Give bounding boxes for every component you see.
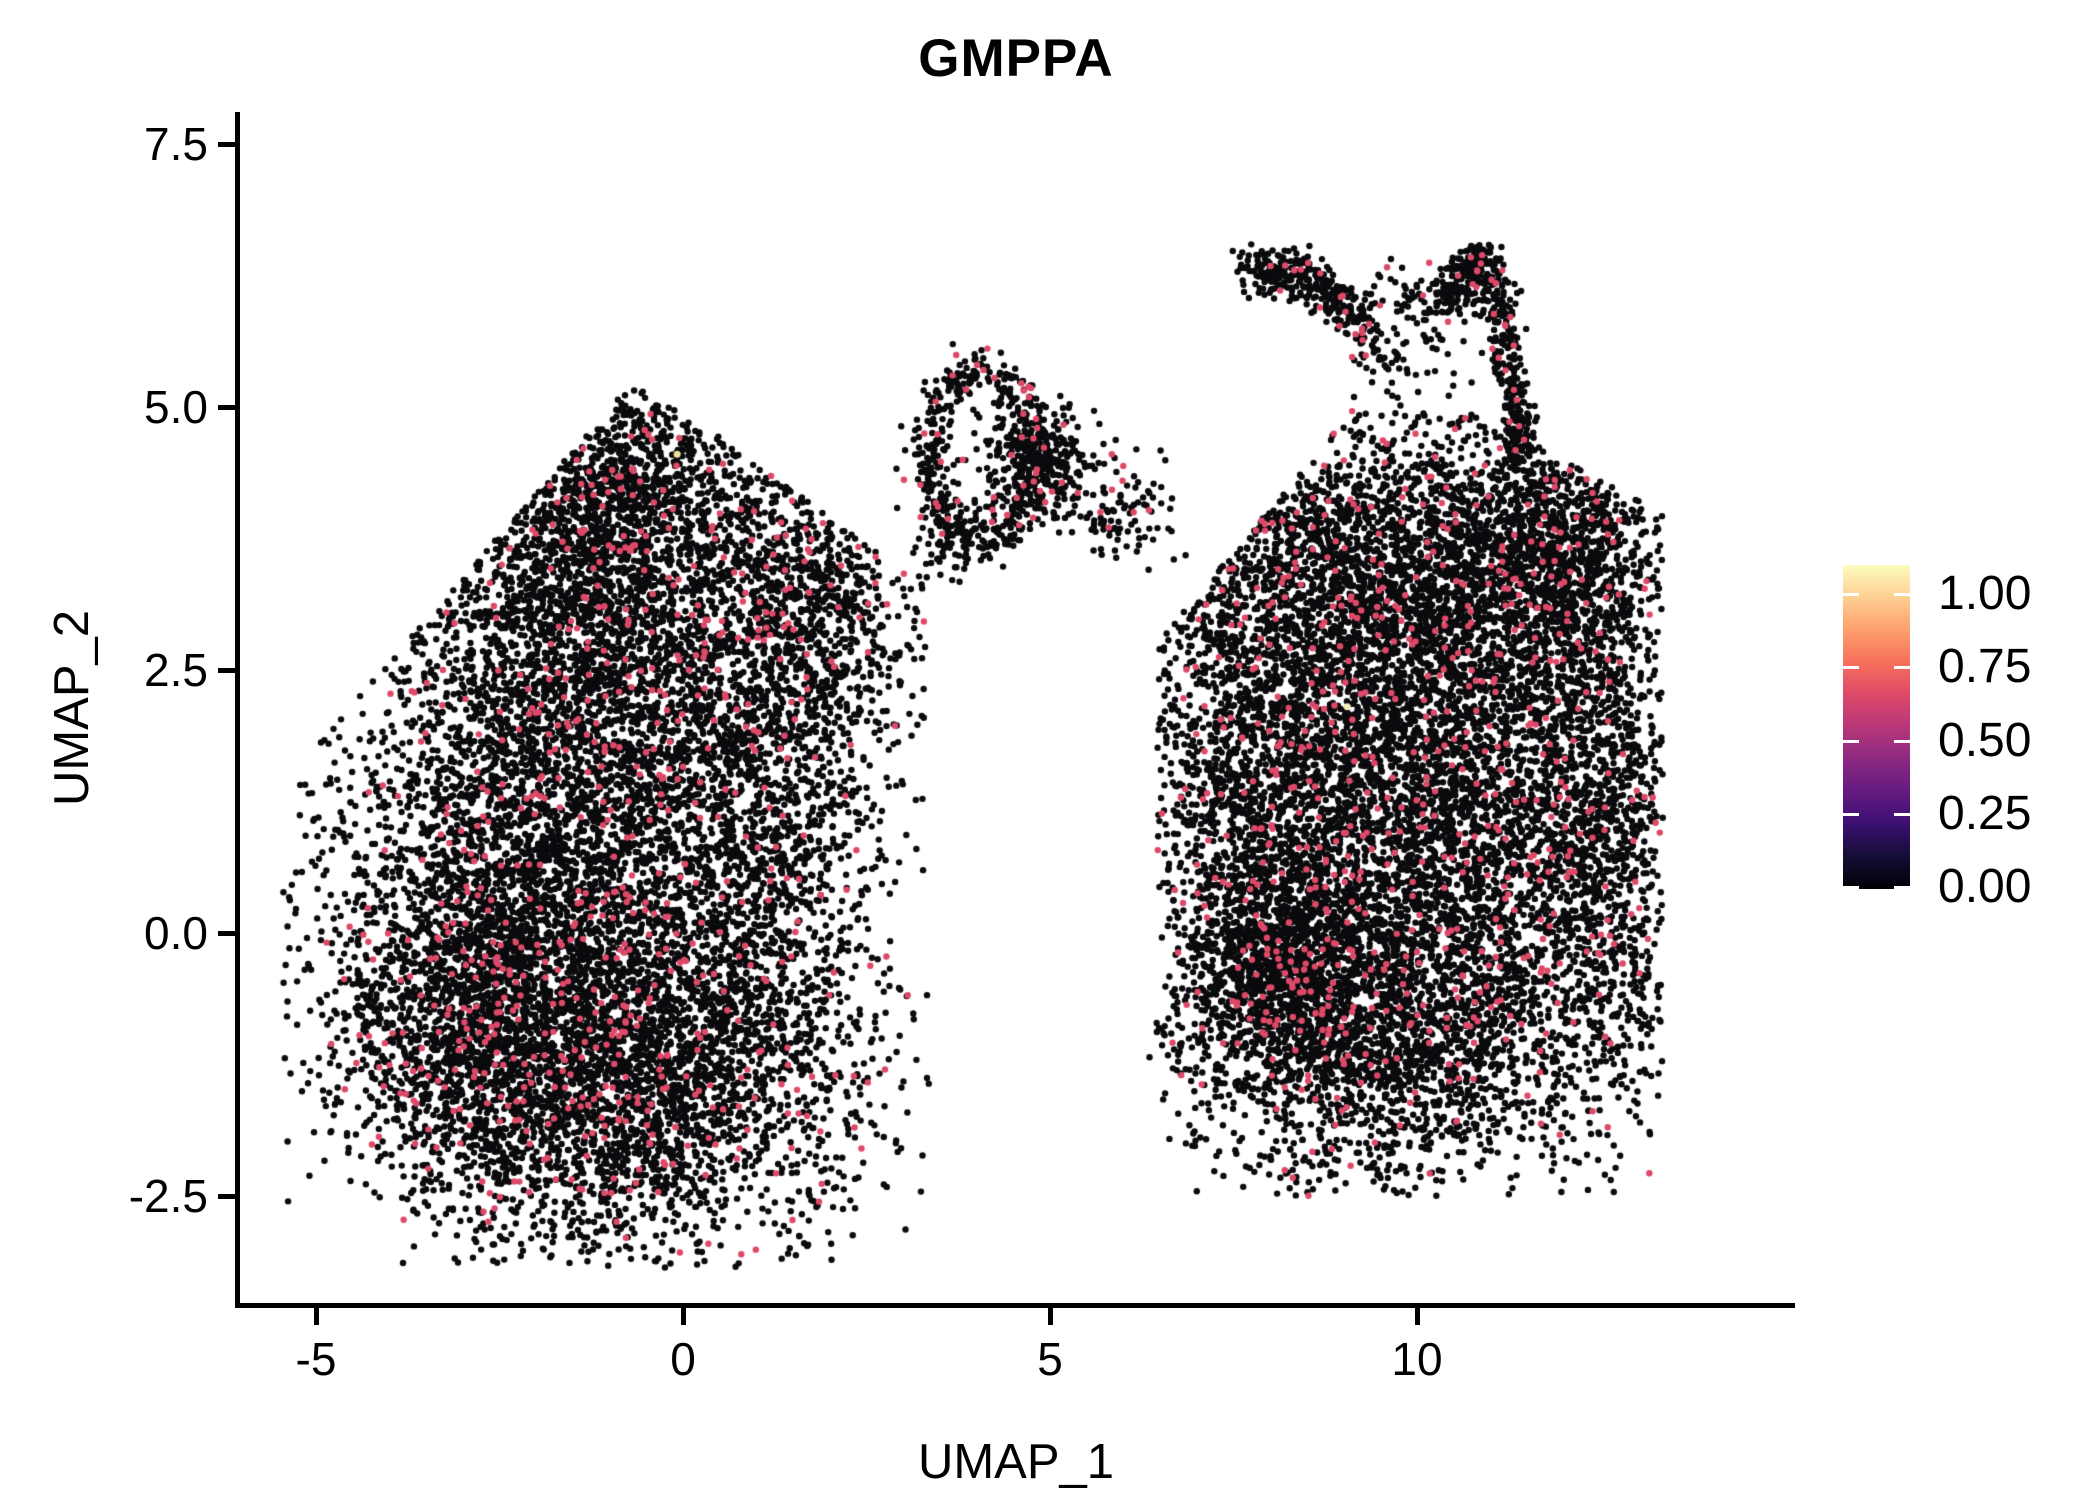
x-tick-label: 10 xyxy=(1391,1333,1443,1385)
colorbar-tick-mark xyxy=(1843,812,1859,816)
x-tick-label: 0 xyxy=(670,1333,696,1385)
y-tick-mark xyxy=(218,1194,235,1199)
y-tick-label: 5.0 xyxy=(144,381,208,433)
colorbar-label: 0.25 xyxy=(1938,786,2032,840)
y-tick-mark xyxy=(218,142,235,147)
colorbar-tick-mark xyxy=(1894,886,1910,889)
colorbar-label: 0.00 xyxy=(1938,860,2032,913)
colorbar-label: 0.75 xyxy=(1938,640,2032,694)
colorbar-tick-mark xyxy=(1843,666,1859,670)
colorbar-tick-mark xyxy=(1894,666,1910,670)
colorbar-tick-mark xyxy=(1894,739,1910,743)
x-tick-mark xyxy=(314,1308,319,1325)
colorbar-gradient xyxy=(1843,565,1910,889)
y-tick-mark xyxy=(218,668,235,673)
y-tick-label: -2.5 xyxy=(128,1170,208,1222)
x-tick-mark xyxy=(681,1308,686,1325)
colorbar-tick-mark xyxy=(1894,812,1910,816)
colorbar-label: 0.50 xyxy=(1938,713,2032,767)
colorbar-tick-mark xyxy=(1894,593,1910,597)
y-tick-mark xyxy=(218,405,235,410)
y-tick-mark xyxy=(218,931,235,936)
y-tick-label: 0.0 xyxy=(144,907,208,959)
x-axis-line xyxy=(235,1303,1795,1308)
x-tick-label: 5 xyxy=(1037,1333,1063,1385)
colorbar-label: 1.00 xyxy=(1938,567,2032,621)
y-tick-label: 7.5 xyxy=(144,118,208,170)
colorbar-tick-mark xyxy=(1843,593,1859,597)
colorbar-tick-mark xyxy=(1843,886,1859,889)
x-tick-label: -5 xyxy=(295,1333,337,1385)
y-axis-title: UMAP_2 xyxy=(45,609,99,807)
colorbar-tick-mark xyxy=(1843,739,1859,743)
x-tick-mark xyxy=(1048,1308,1053,1325)
y-tick-label: 2.5 xyxy=(144,644,208,696)
y-axis-line xyxy=(235,112,240,1308)
plot-title: GMPPA xyxy=(918,29,1114,88)
x-axis-title: UMAP_1 xyxy=(917,1435,1115,1489)
x-tick-mark xyxy=(1415,1308,1420,1325)
